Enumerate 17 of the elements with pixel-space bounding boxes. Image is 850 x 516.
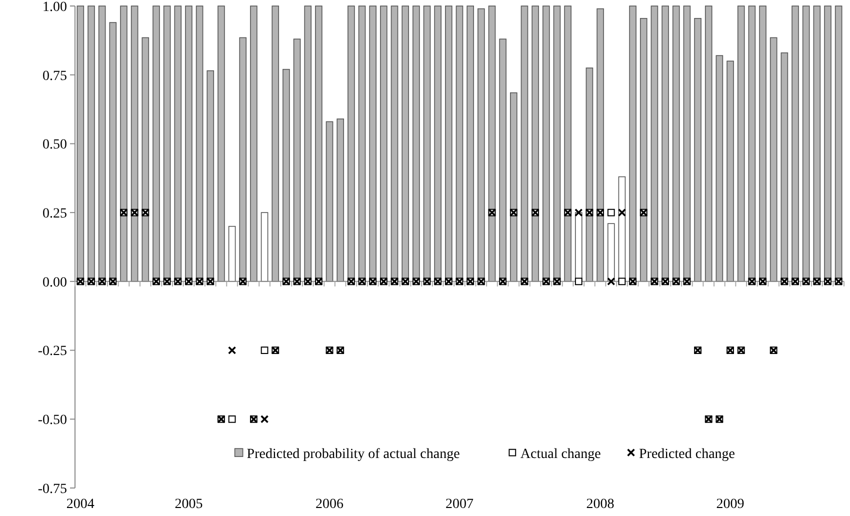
y-tick-label: 0.25 bbox=[42, 206, 67, 222]
x-tick-label: 2006 bbox=[316, 497, 344, 512]
y-tick-label: -0.75 bbox=[38, 482, 67, 497]
legend-label: Actual change bbox=[520, 446, 601, 462]
x-tick-label: 2009 bbox=[716, 497, 744, 512]
y-tick-label: 0.50 bbox=[42, 138, 67, 153]
y-tick-label: -0.25 bbox=[38, 344, 67, 360]
x-tick-label: 2005 bbox=[174, 497, 203, 512]
y-tick-label: 0.00 bbox=[42, 275, 67, 290]
y-tick-label: 0.75 bbox=[42, 68, 67, 84]
x-tick-label: 2007 bbox=[446, 497, 474, 512]
legend-label: Predicted probability of actual change bbox=[246, 446, 460, 462]
y-tick-label: -0.50 bbox=[38, 413, 67, 428]
x-tick-label: 2008 bbox=[586, 497, 614, 512]
legend-label: Predicted change bbox=[639, 446, 736, 462]
x-tick-label: 2004 bbox=[66, 497, 94, 512]
y-tick-label: 1.00 bbox=[42, 0, 67, 15]
